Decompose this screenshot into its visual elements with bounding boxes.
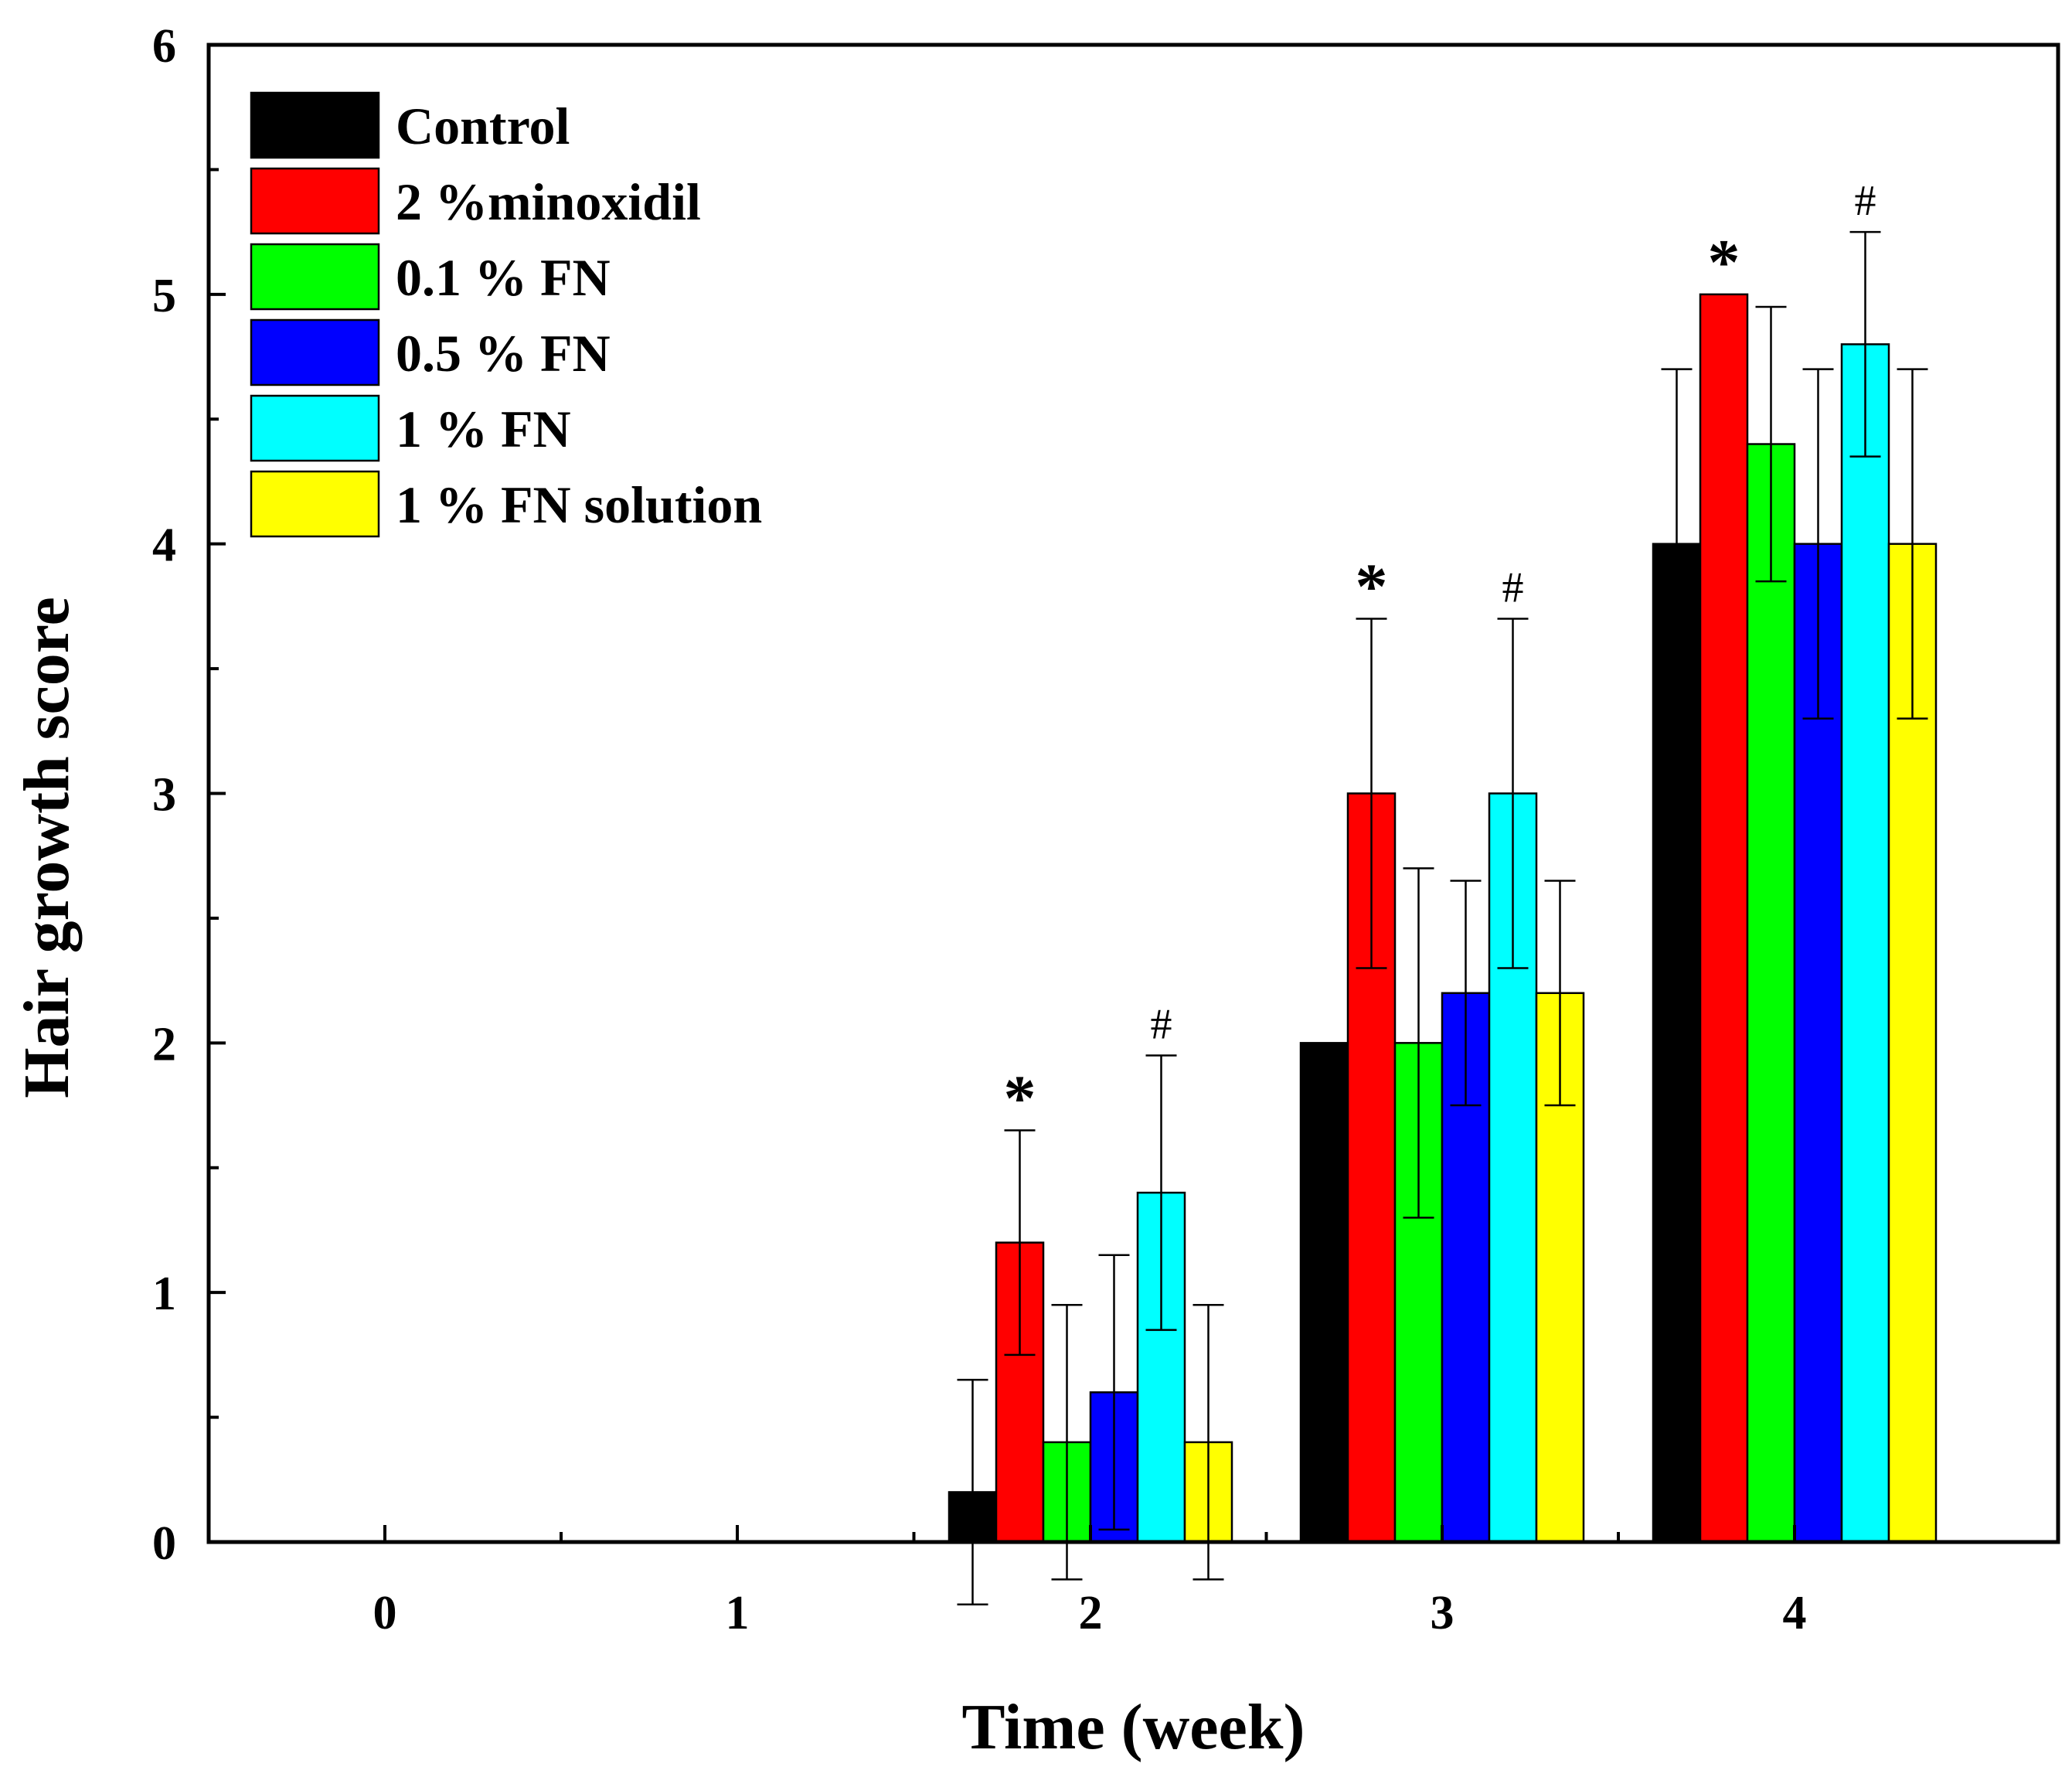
error-bar [1661,368,1693,720]
error-bar [1755,305,1787,583]
y-tick-label: 6 [152,20,176,73]
significance-hash: # [1855,177,1876,225]
legend-item: 1 % FN solution [250,470,762,538]
annotations-layer: * # * # * # [1004,177,1876,1134]
legend-label: 1 % FN [396,400,571,458]
x-tick-label: 0 [373,1587,397,1639]
legend-label: 2 %minoxidil [396,172,701,231]
significance-hash: # [1151,1000,1172,1048]
error-bar [1193,1304,1224,1581]
x-axis-title: Time (week) [962,1691,1305,1763]
error-bar [1849,230,1881,458]
legend-label: 0.1 % FN [396,248,611,307]
legend-label: Control [396,97,570,155]
legend-item: 0.5 % FN [250,318,611,386]
legend-item: 1 % FN [250,394,571,462]
error-bar [957,1378,988,1605]
error-bars-layer [957,230,1928,1605]
y-tick-label: 0 [152,1517,176,1570]
x-tick-label: 4 [1783,1587,1807,1639]
legend-swatch [250,318,380,386]
bar-control-week-3 [1299,1042,1349,1544]
error-bar [1051,1304,1083,1581]
error-bar [1403,867,1434,1219]
bar-1-fn-week-4 [1840,343,1890,1544]
legend-swatch [250,394,380,462]
error-bar [1497,618,1529,969]
legend-swatch [250,470,380,538]
legend-swatch [250,243,380,311]
error-bar [1897,368,1928,720]
error-bar [1145,1054,1177,1331]
legend-swatch [250,167,380,235]
error-bar [1356,618,1387,969]
x-tick-label: 2 [1079,1587,1103,1639]
y-tick-label: 2 [152,1018,176,1071]
error-bar [1544,880,1576,1107]
significance-star: * [1708,226,1740,298]
bar-0-1-fn-week-4 [1746,443,1796,1544]
y-tick-label: 3 [152,769,176,822]
error-bar [1450,880,1482,1107]
bars-layer [948,293,1938,1544]
legend: Control 2 %minoxidil 0.1 % FN 0.5 % FN 1 % F… [250,91,762,538]
significance-hash: # [1502,564,1524,612]
significance-star: * [1004,1062,1036,1134]
y-axis-title: Hair growth score [11,597,83,1098]
bar-2-minoxidil-week-4 [1699,293,1749,1544]
y-tick-label: 5 [152,270,176,322]
legend-label: 1 % FN solution [396,475,762,534]
legend-label: 0.5 % FN [396,324,611,383]
legend-item: 2 %minoxidil [250,167,701,235]
x-tick-label: 3 [1431,1587,1454,1639]
error-bar [1098,1254,1130,1531]
legend-swatch [250,91,380,159]
axis-ticks-layer: 0 1 2 3 4 5 6 0 1 2 3 4 [152,20,1807,1639]
error-bar [1802,368,1834,720]
legend-item: Control [250,91,570,159]
legend-item: 0.1 % FN [250,243,611,311]
x-tick-label: 1 [726,1587,750,1639]
y-tick-label: 4 [152,519,176,572]
y-tick-label: 1 [152,1268,176,1320]
error-bar [1004,1129,1036,1357]
significance-star: * [1356,551,1388,623]
